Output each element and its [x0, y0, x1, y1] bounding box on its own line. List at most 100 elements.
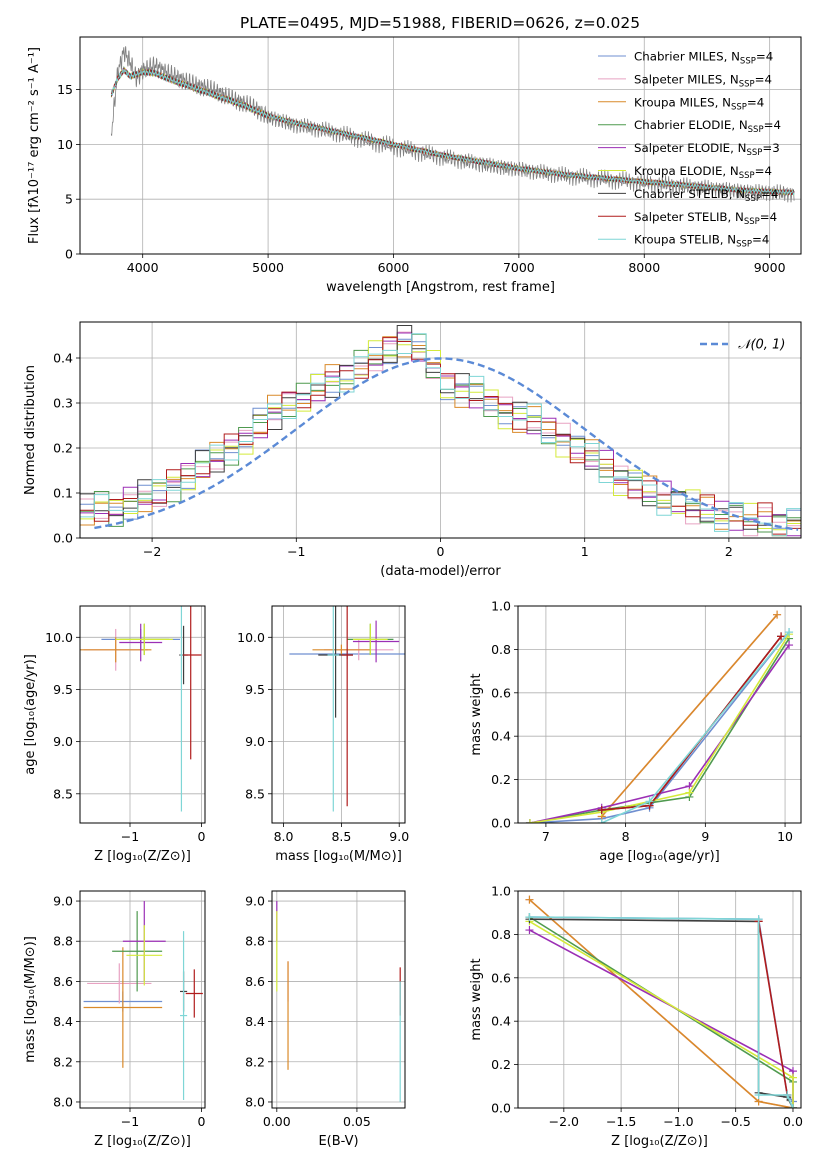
series-marker — [785, 641, 794, 650]
series-marker — [525, 819, 534, 823]
axes-frame — [79, 605, 206, 824]
y-tick-label: 8.6 — [245, 974, 265, 989]
axes-frame — [79, 321, 802, 539]
y-tick-label: 9.0 — [245, 894, 265, 909]
series-marker — [788, 1104, 797, 1108]
x-tick-label: −1.0 — [663, 1114, 693, 1129]
y-tick-label: 0.6 — [491, 970, 511, 985]
y-tick-label: 1.0 — [491, 599, 511, 614]
y-tick-label: 0.2 — [491, 772, 511, 787]
x-tick-label: −1 — [121, 829, 139, 844]
panel-age_vs_Z: −1 0 8.5 9.0 9.5 10.0 Z [log₁₀(Z/Z⊙)] age [log₁… — [23, 605, 206, 864]
legend-entry: Kroupa ELODIE, NSSP=4 — [634, 164, 772, 181]
axes-frame — [271, 605, 406, 824]
y-axis-label: mass weight — [469, 673, 484, 755]
series-marker — [783, 1090, 792, 1099]
y-tick-label: 8.4 — [245, 1014, 265, 1029]
series-marker — [597, 819, 606, 823]
series-marker — [685, 788, 694, 797]
y-tick-label: 0.2 — [53, 441, 73, 456]
y-tick-label: 0.4 — [491, 729, 511, 744]
x-tick-label: 9.0 — [389, 829, 409, 844]
x-tick-label: 9000 — [754, 260, 786, 275]
x-tick-label: −1 — [287, 544, 305, 559]
y-tick-label: 0.3 — [53, 396, 73, 411]
x-axis-label: wavelength [Angstrom, rest frame] — [326, 280, 555, 295]
panel-spectrum: 4000 5000 6000 7000 8000 9000 0 5 10 15 wavelength… — [27, 36, 802, 295]
x-tick-label: 0.0 — [783, 1114, 803, 1129]
legend-entry: Kroupa STELIB, NSSP=4 — [634, 233, 769, 250]
series-line-4 — [529, 929, 794, 1108]
y-tick-label: 8.5 — [53, 786, 73, 801]
plot-area — [83, 901, 203, 1100]
x-tick-label: 1 — [581, 544, 589, 559]
x-tick-label: 0 — [437, 544, 445, 559]
y-axis-label: mass weight — [469, 958, 484, 1040]
legend-entry: Chabrier MILES, NSSP=4 — [634, 50, 773, 67]
series-marker — [754, 915, 763, 924]
y-tick-label: 0.4 — [53, 351, 73, 366]
series-marker — [785, 628, 794, 637]
x-tick-label: −1 — [121, 1114, 139, 1129]
plot-area — [276, 901, 401, 1102]
y-axis-label: mass [log₁₀(M/M⊙)] — [23, 936, 38, 1063]
y-tick-label: 8.2 — [245, 1054, 265, 1069]
legend-entry: 𝒩(0, 1) — [738, 338, 785, 353]
y-tick-label: 0.6 — [491, 685, 511, 700]
legend-entry: Salpeter STELIB, NSSP=4 — [634, 210, 777, 227]
gaussian-curve — [94, 357, 799, 531]
series-line-6 — [529, 918, 794, 1108]
panel-massweight_vs_Z: −2.0 −1.5 −1.0 −0.5 0.0 0.0 0.2 0.4 0.6 0.8 1.0 Z [… — [469, 884, 803, 1150]
y-tick-label: 9.0 — [53, 734, 73, 749]
series-line-2 — [601, 614, 778, 818]
y-tick-label: 9.5 — [53, 682, 73, 697]
series-marker — [777, 632, 786, 641]
plot-area — [525, 895, 797, 1108]
x-tick-label: 2 — [725, 544, 733, 559]
y-tick-label: 0.0 — [53, 531, 73, 546]
legend-entry: Chabrier STELIB, NSSP=4 — [634, 187, 778, 204]
y-tick-label: 9.0 — [245, 734, 265, 749]
x-axis-label: Z [log₁₀(Z/Z⊙)] — [94, 1134, 191, 1149]
x-axis-label: age [log₁₀(age/yr)] — [599, 849, 720, 864]
panel-mass_vs_Z: −1 0 8.0 8.2 8.4 8.6 8.8 9.0 Z [log₁₀(Z/Z⊙)] mass… — [23, 890, 206, 1149]
model-spectrum-8 — [110, 68, 795, 196]
y-tick-label: 0.1 — [53, 486, 73, 501]
spectrum-legend: Chabrier MILES, NSSP=4 Salpeter MILES, NS… — [598, 50, 781, 250]
y-tick-label: 8.5 — [245, 786, 265, 801]
panel-residuals: −2 −1 0 1 2 0.0 0.1 0.2 0.3 0.4 (data-model)/error… — [23, 321, 802, 579]
panel-massweight_vs_age: 7 8 9 10 0.0 0.2 0.4 0.6 0.8 1.0 age [log₁₀(age/yr… — [469, 599, 802, 864]
x-axis-label: Z [log₁₀(Z/Z⊙)] — [611, 1134, 708, 1149]
x-tick-label: 7000 — [503, 260, 535, 275]
series-marker — [645, 797, 654, 806]
y-tick-label: 0 — [65, 247, 73, 262]
series-marker — [525, 926, 534, 935]
x-tick-label: 0.05 — [343, 1114, 371, 1129]
panel-age_vs_mass: 8.0 8.5 9.0 8.5 9.0 9.5 10.0 mass [log₁₀(M/M⊙)] — [237, 605, 409, 864]
series-line-2 — [528, 899, 794, 1108]
x-tick-label: 8.5 — [331, 829, 351, 844]
x-tick-label: 8 — [622, 829, 630, 844]
y-tick-label: 8.6 — [53, 974, 73, 989]
y-tick-label: 8.8 — [245, 934, 265, 949]
y-axis-label: Normed distribution — [23, 365, 38, 495]
plot-area — [289, 606, 405, 812]
y-tick-label: 0.8 — [491, 927, 511, 942]
x-tick-label: 0 — [197, 829, 205, 844]
plot-area — [80, 606, 202, 812]
x-tick-label: 0 — [197, 1114, 205, 1129]
y-tick-label: 10.0 — [237, 630, 265, 645]
legend-entry: Kroupa MILES, NSSP=4 — [634, 95, 764, 112]
series-line-8 — [601, 631, 790, 823]
legend-entry: Chabrier ELODIE, NSSP=4 — [634, 118, 781, 135]
y-tick-label: 9.0 — [53, 894, 73, 909]
x-tick-label: 9 — [701, 829, 709, 844]
plot-area — [80, 325, 801, 537]
axes-frame — [79, 36, 802, 255]
x-tick-label: −1.5 — [606, 1114, 636, 1129]
series-marker — [597, 805, 606, 814]
legend-entry: Salpeter ELODIE, NSSP=3 — [634, 141, 780, 158]
y-tick-label: 10.0 — [45, 630, 73, 645]
axes-frame — [271, 890, 406, 1109]
